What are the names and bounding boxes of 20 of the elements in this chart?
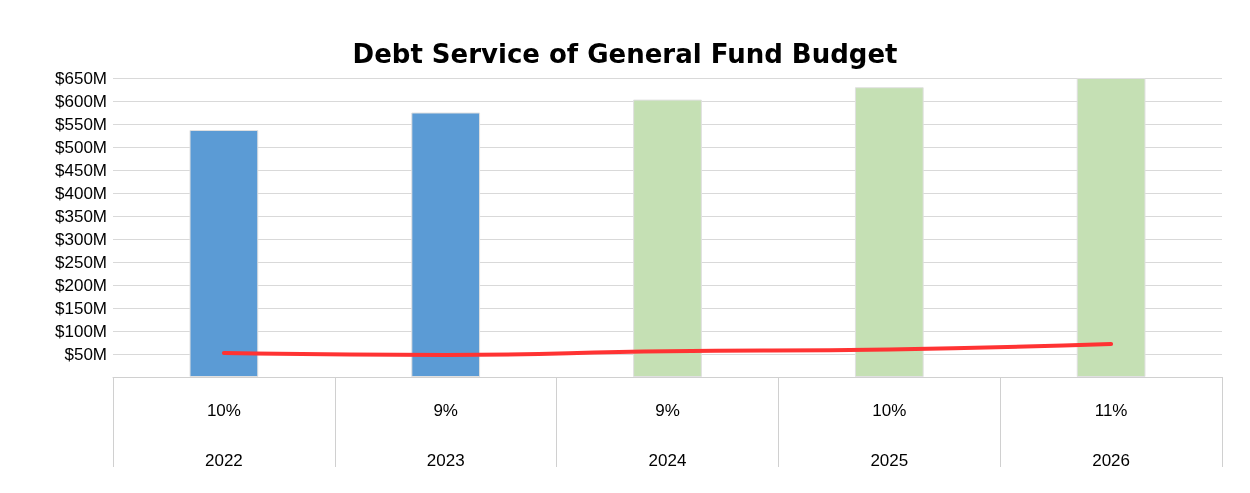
y-tick-label: $500M xyxy=(55,137,107,157)
line-series xyxy=(221,341,1114,357)
category-label: 9% 2023 xyxy=(426,400,465,470)
y-tick-label: $650M xyxy=(55,68,107,88)
y-tick-label: $250M xyxy=(55,252,107,272)
category-label: 10% 2025 xyxy=(870,400,909,470)
y-tick-label: $600M xyxy=(55,91,107,111)
category-label: 9% 2024 xyxy=(648,400,687,470)
y-tick-label: $300M xyxy=(55,229,107,249)
y-tick-label: $450M xyxy=(55,160,107,180)
y-tick-label: $100M xyxy=(55,321,107,341)
chart-title: Debt Service of General Fund Budget xyxy=(352,39,898,69)
y-tick-label: $50M xyxy=(64,344,107,364)
y-tick-label: $550M xyxy=(55,114,107,134)
category-label: 10% 2022 xyxy=(204,400,243,470)
y-tick-label: $200M xyxy=(55,275,107,295)
y-tick-label: $150M xyxy=(55,298,107,318)
y-tick-label: $400M xyxy=(55,183,107,203)
y-tick-label: $350M xyxy=(55,206,107,226)
category-label: 11% 2026 xyxy=(1092,400,1131,470)
